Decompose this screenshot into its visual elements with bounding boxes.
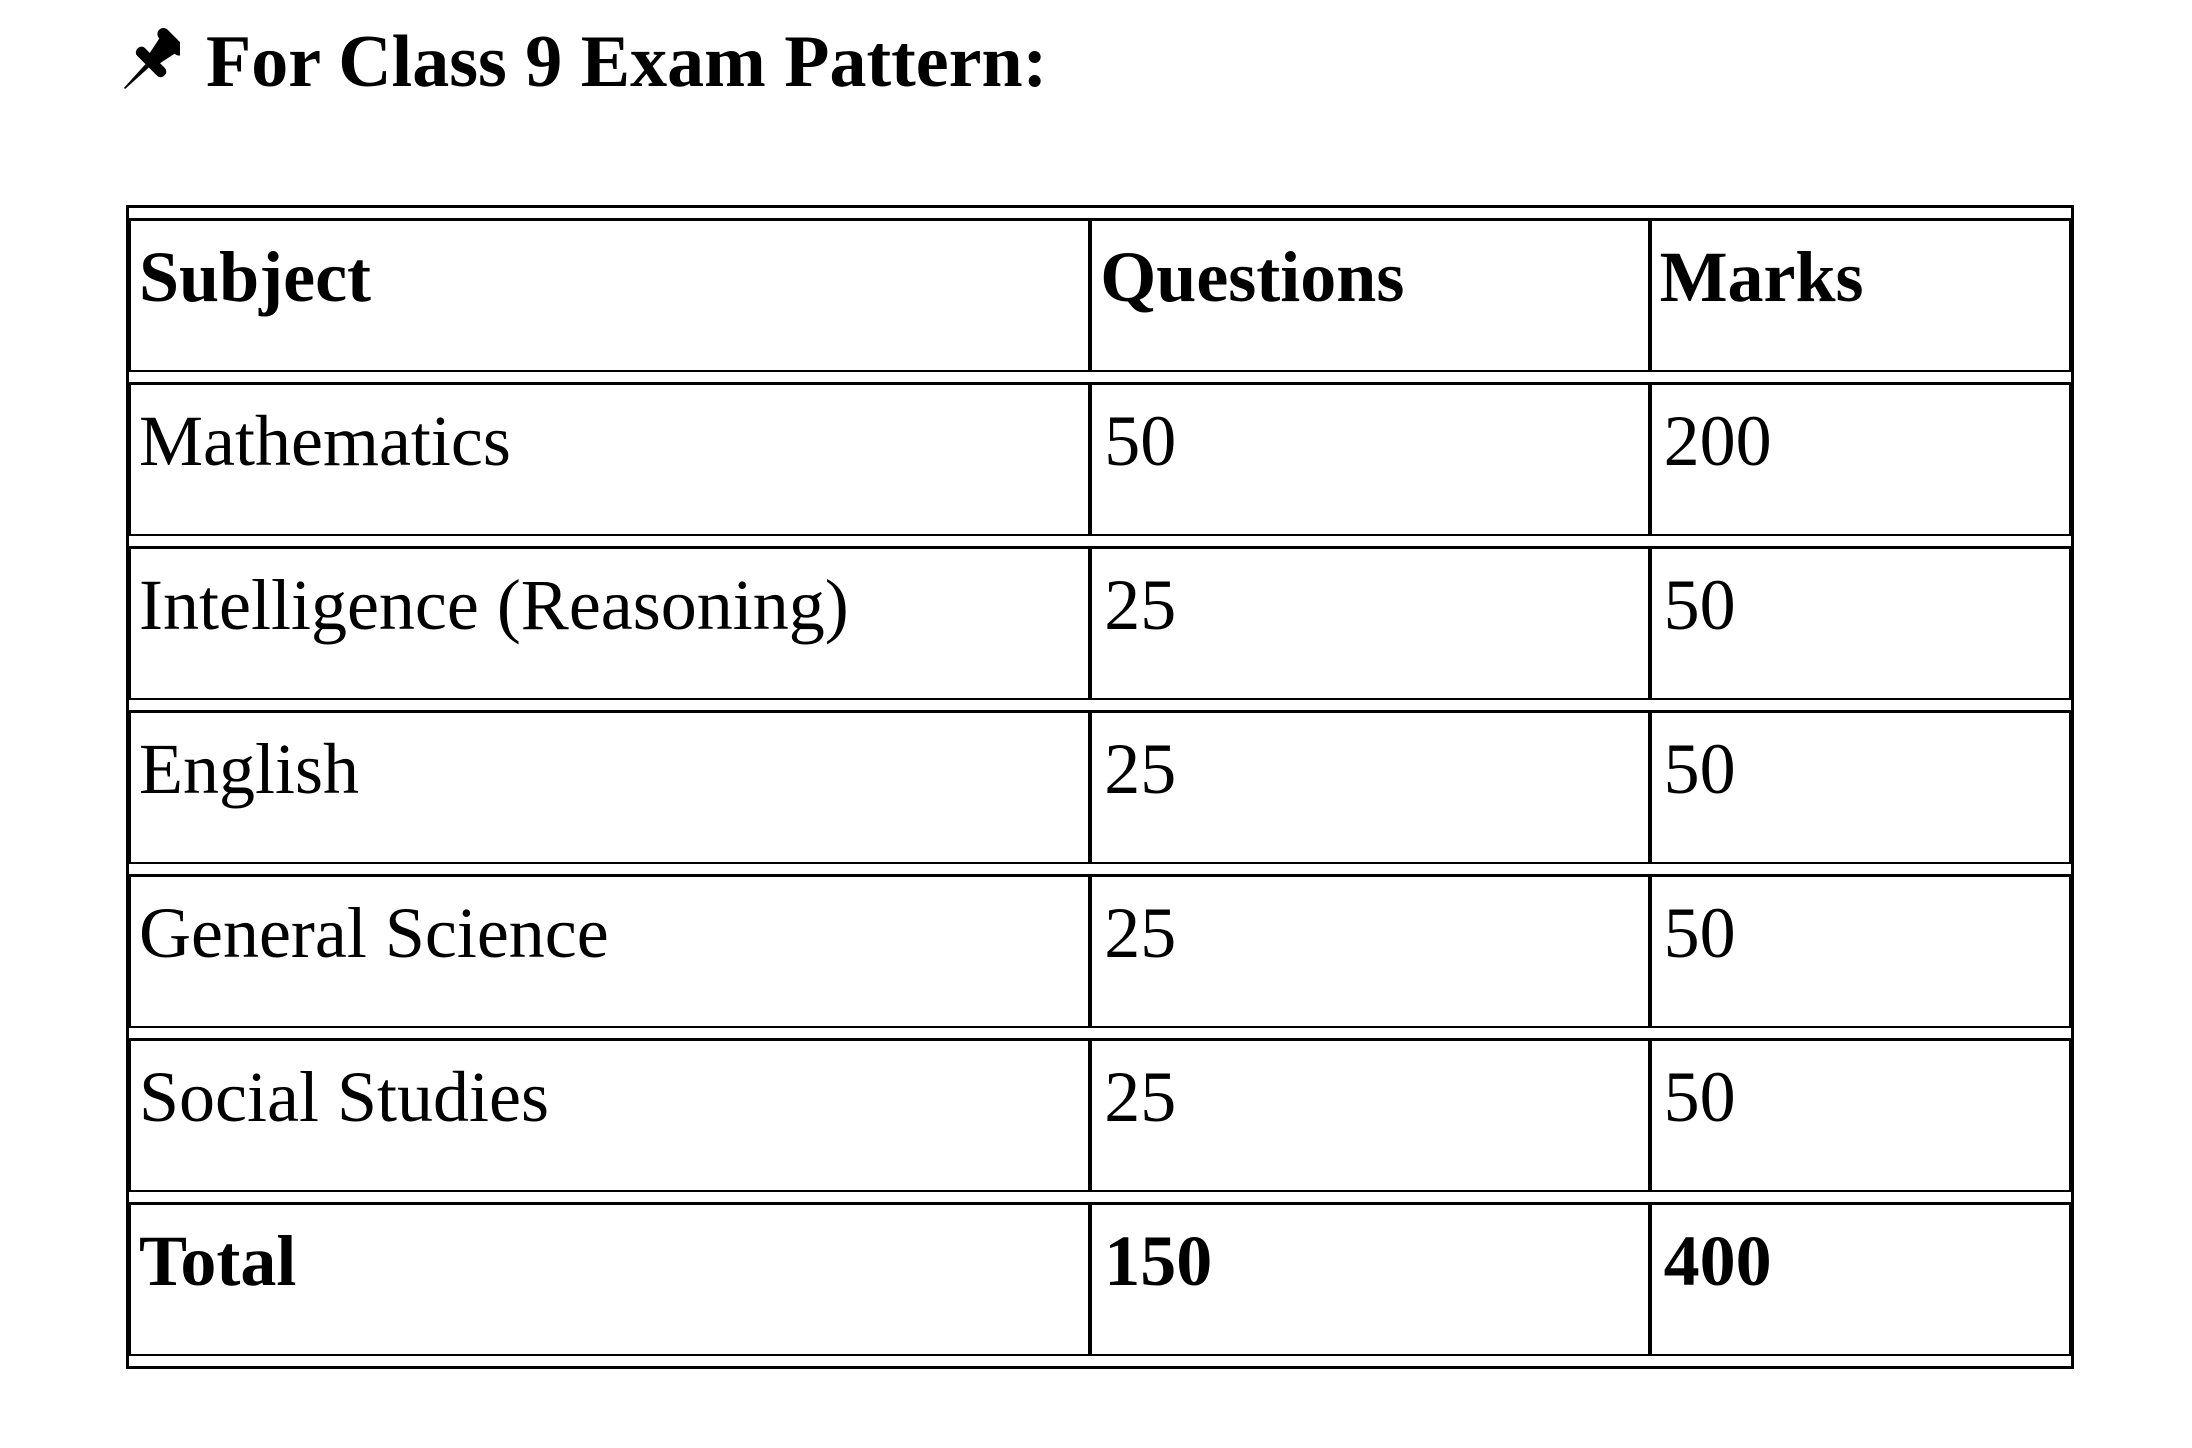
cell-total-questions: 150	[1090, 1202, 1650, 1356]
header-cell-questions: Questions	[1090, 218, 1650, 372]
cell-subject: Mathematics	[129, 382, 1091, 536]
cell-questions: 25	[1090, 1038, 1650, 1192]
cell-total-label: Total	[129, 1202, 1091, 1356]
section-title-row: For Class 9 Exam Pattern:	[120, 21, 1048, 106]
table-row: English 25 50	[129, 710, 2071, 864]
table-total-row: Total 150 400	[129, 1202, 2071, 1356]
cell-questions: 25	[1090, 546, 1650, 700]
table-row: General Science 25 50	[129, 874, 2071, 1028]
table-row: Social Studies 25 50	[129, 1038, 2071, 1192]
cell-subject: General Science	[129, 874, 1091, 1028]
exam-pattern-table: Subject Questions Marks Mathematics 50 2…	[126, 205, 2074, 1369]
table-row: Intelligence (Reasoning) 25 50	[129, 546, 2071, 700]
page-title: For Class 9 Exam Pattern:	[206, 21, 1048, 103]
cell-marks: 200	[1649, 382, 2071, 536]
header-row: Subject Questions Marks	[129, 218, 2071, 372]
table-header: Subject Questions Marks	[129, 218, 2071, 372]
cell-questions: 25	[1090, 710, 1650, 864]
cell-subject: English	[129, 710, 1091, 864]
cell-subject: Intelligence (Reasoning)	[129, 546, 1091, 700]
cell-marks: 50	[1649, 874, 2071, 1028]
cell-subject: Social Studies	[129, 1038, 1091, 1192]
cell-marks: 50	[1649, 546, 2071, 700]
cell-questions: 50	[1090, 382, 1650, 536]
header-cell-subject: Subject	[129, 218, 1091, 372]
cell-marks: 50	[1649, 710, 2071, 864]
cell-marks: 50	[1649, 1038, 2071, 1192]
pushpin-icon	[123, 28, 180, 90]
header-cell-marks: Marks	[1649, 218, 2071, 372]
table-body: Mathematics 50 200 Intelligence (Reasoni…	[129, 382, 2071, 1356]
cell-total-marks: 400	[1649, 1202, 2071, 1356]
cell-questions: 25	[1090, 874, 1650, 1028]
table-row: Mathematics 50 200	[129, 382, 2071, 536]
